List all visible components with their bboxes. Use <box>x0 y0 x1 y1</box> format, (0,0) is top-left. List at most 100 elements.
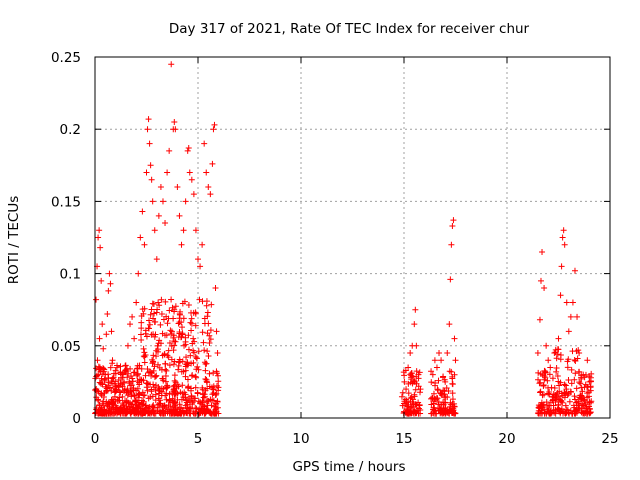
data-point <box>211 121 218 128</box>
data-point <box>201 315 208 322</box>
data-point <box>124 374 131 381</box>
data-point <box>411 377 418 384</box>
x-tick-labels: 0 5 10 15 20 25 <box>91 431 619 447</box>
data-point <box>541 406 548 413</box>
data-point <box>154 402 161 409</box>
data-point <box>179 331 186 338</box>
data-point <box>571 393 578 400</box>
data-point <box>156 400 163 407</box>
data-point <box>556 396 563 403</box>
data-point <box>167 327 174 334</box>
data-point <box>93 296 100 303</box>
data-point <box>109 360 116 367</box>
data-point <box>429 394 436 401</box>
data-point <box>432 382 439 389</box>
data-point <box>123 398 130 405</box>
data-point <box>553 395 560 402</box>
data-point <box>584 394 591 401</box>
data-point <box>539 248 546 255</box>
data-point <box>176 319 183 326</box>
data-point <box>205 183 212 190</box>
data-point <box>205 353 212 360</box>
data-point <box>114 409 121 416</box>
data-point <box>402 400 409 407</box>
data-point <box>210 386 217 393</box>
data-point <box>163 396 170 403</box>
data-point <box>568 380 575 387</box>
data-point <box>155 383 162 390</box>
data-point <box>561 381 568 388</box>
data-point <box>151 227 158 234</box>
data-point <box>104 311 111 318</box>
data-point <box>146 368 153 375</box>
data-point <box>171 338 178 345</box>
data-point <box>212 285 219 292</box>
data-point <box>133 299 140 306</box>
data-point <box>151 374 158 381</box>
data-point <box>192 404 199 411</box>
data-point <box>168 296 175 303</box>
data-point <box>405 364 412 371</box>
data-point <box>555 401 562 408</box>
data-point <box>210 126 217 133</box>
data-point <box>176 401 183 408</box>
data-point <box>562 402 569 409</box>
data-point <box>200 394 207 401</box>
data-point <box>182 373 189 380</box>
data-point <box>580 402 587 409</box>
data-point <box>139 306 146 313</box>
data-point <box>535 369 542 376</box>
data-point <box>546 371 553 378</box>
data-point <box>562 382 569 389</box>
data-point <box>188 360 195 367</box>
data-point <box>573 399 580 406</box>
data-point <box>546 410 553 417</box>
data-point <box>99 410 106 417</box>
data-point <box>156 302 163 309</box>
data-point <box>149 356 156 363</box>
data-point <box>553 355 560 362</box>
data-point <box>184 385 191 392</box>
data-point <box>188 320 195 327</box>
data-point <box>171 385 178 392</box>
data-point <box>188 392 195 399</box>
data-point <box>141 359 148 366</box>
data-point <box>138 337 145 344</box>
x-tick-label: 20 <box>498 431 515 447</box>
data-point <box>573 385 580 392</box>
data-point <box>95 397 102 404</box>
data-point <box>408 372 415 379</box>
data-point <box>543 342 550 349</box>
data-point <box>565 356 572 363</box>
data-point <box>195 348 202 355</box>
data-point <box>127 409 134 416</box>
data-point <box>417 389 424 396</box>
data-point <box>208 301 215 308</box>
data-point <box>538 399 545 406</box>
data-point <box>564 364 571 371</box>
data-point <box>183 354 190 361</box>
data-point <box>193 405 200 412</box>
data-point <box>209 391 216 398</box>
data-point <box>208 402 215 409</box>
data-point <box>449 390 456 397</box>
data-point <box>175 366 182 373</box>
data-point <box>413 368 420 375</box>
data-point <box>151 363 158 370</box>
data-point <box>212 391 219 398</box>
data-point <box>146 140 153 147</box>
data-point <box>411 393 418 400</box>
data-point <box>121 379 128 386</box>
data-point <box>571 404 578 411</box>
data-point <box>449 222 456 229</box>
data-point <box>139 401 146 408</box>
data-point <box>536 316 543 323</box>
data-point <box>158 296 165 303</box>
data-point <box>109 396 116 403</box>
data-point <box>577 380 584 387</box>
data-point <box>162 332 169 339</box>
data-point <box>166 391 173 398</box>
data-point <box>131 335 138 342</box>
data-point <box>145 325 152 332</box>
data-point <box>212 400 219 407</box>
